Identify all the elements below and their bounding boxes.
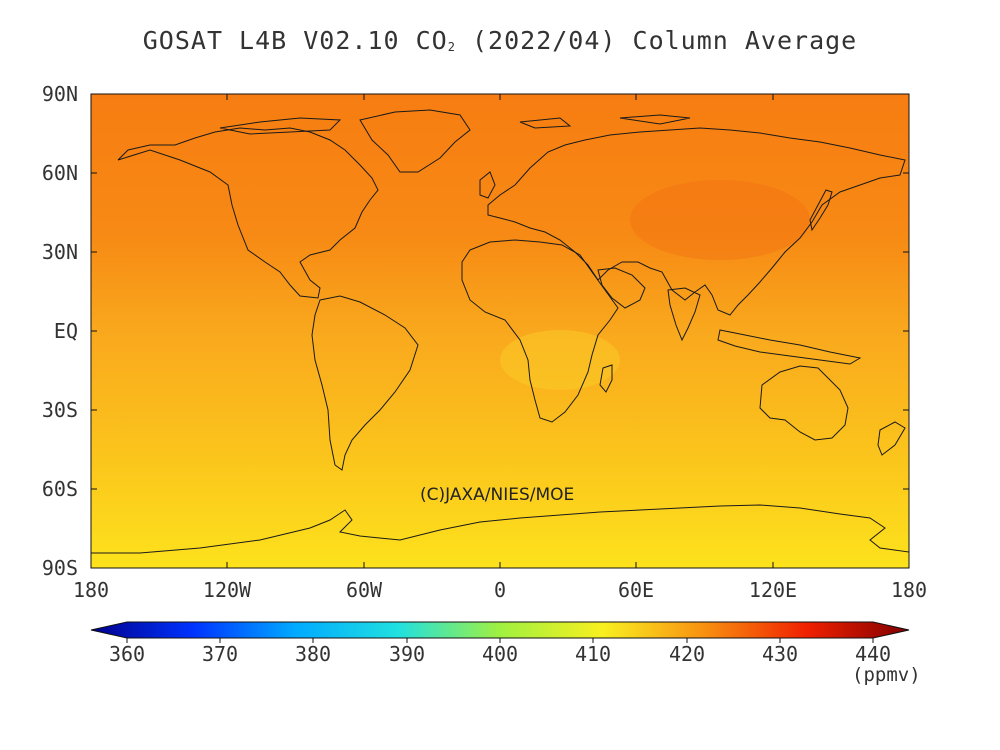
lon-label-120w: 120W	[202, 578, 252, 602]
coast-india	[667, 287, 701, 342]
lat-label-90s: 90S	[41, 556, 78, 580]
colorbar-units: (ppmv)	[852, 664, 921, 686]
title-subscript: 2	[447, 40, 456, 54]
colorbar-label-420: 420	[668, 642, 706, 666]
lon-label-180w: 180	[72, 578, 110, 602]
lat-label-eq: EQ	[53, 319, 78, 343]
lon-label-120e: 120E	[748, 578, 798, 602]
map-title: GOSAT L4B V02.10 CO2 (2022/04) Column Av…	[0, 26, 1000, 55]
coast-arctic-islands	[219, 114, 691, 135]
colorbar-label-370: 370	[201, 642, 239, 666]
colorbar-label-410: 410	[574, 642, 612, 666]
lat-label-60s: 60S	[41, 477, 78, 501]
lon-label-0: 0	[493, 578, 507, 602]
lon-label-60w: 60W	[345, 578, 383, 602]
lon-label-180e: 180	[890, 578, 928, 602]
colorbar-label-360: 360	[108, 642, 146, 666]
colorbar-ticks	[126, 638, 874, 643]
coast-arabia	[597, 267, 646, 309]
colorbar	[90, 621, 910, 639]
lat-label-30s: 30S	[41, 398, 78, 422]
coast-eurasia	[487, 127, 906, 316]
lat-label-60n: 60N	[41, 161, 78, 185]
title-main: GOSAT L4B V02.10 CO	[142, 26, 448, 55]
title-suffix: (2022/04) Column Average	[455, 26, 858, 55]
coast-madagascar	[599, 364, 613, 393]
coast-british-isles	[479, 171, 496, 199]
colorbar-label-440: 440	[854, 642, 892, 666]
lon-label-60e: 60E	[617, 578, 655, 602]
copyright-credit: (C)JAXA/NIES/MOE	[420, 485, 575, 505]
coast-new-zealand	[877, 421, 906, 456]
lat-label-90n: 90N	[41, 82, 78, 106]
africa-low-region	[500, 330, 620, 390]
coastlines	[90, 109, 910, 569]
coast-australia	[759, 365, 849, 441]
colorbar-label-400: 400	[481, 642, 519, 666]
coast-north-america	[117, 127, 379, 299]
asia-high-region	[630, 180, 810, 260]
coast-japan	[809, 189, 833, 232]
coast-antarctica	[90, 504, 910, 569]
colorbar-label-380: 380	[294, 642, 332, 666]
map-frame-ticks	[91, 94, 909, 568]
lat-label-30n: 30N	[41, 240, 78, 264]
coast-south-america	[311, 295, 419, 471]
co2-field	[91, 94, 909, 568]
coast-indonesia	[717, 329, 862, 365]
colorbar-label-390: 390	[388, 642, 426, 666]
coast-africa	[461, 239, 619, 423]
coast-greenland	[359, 109, 471, 173]
colorbar-label-430: 430	[761, 642, 799, 666]
